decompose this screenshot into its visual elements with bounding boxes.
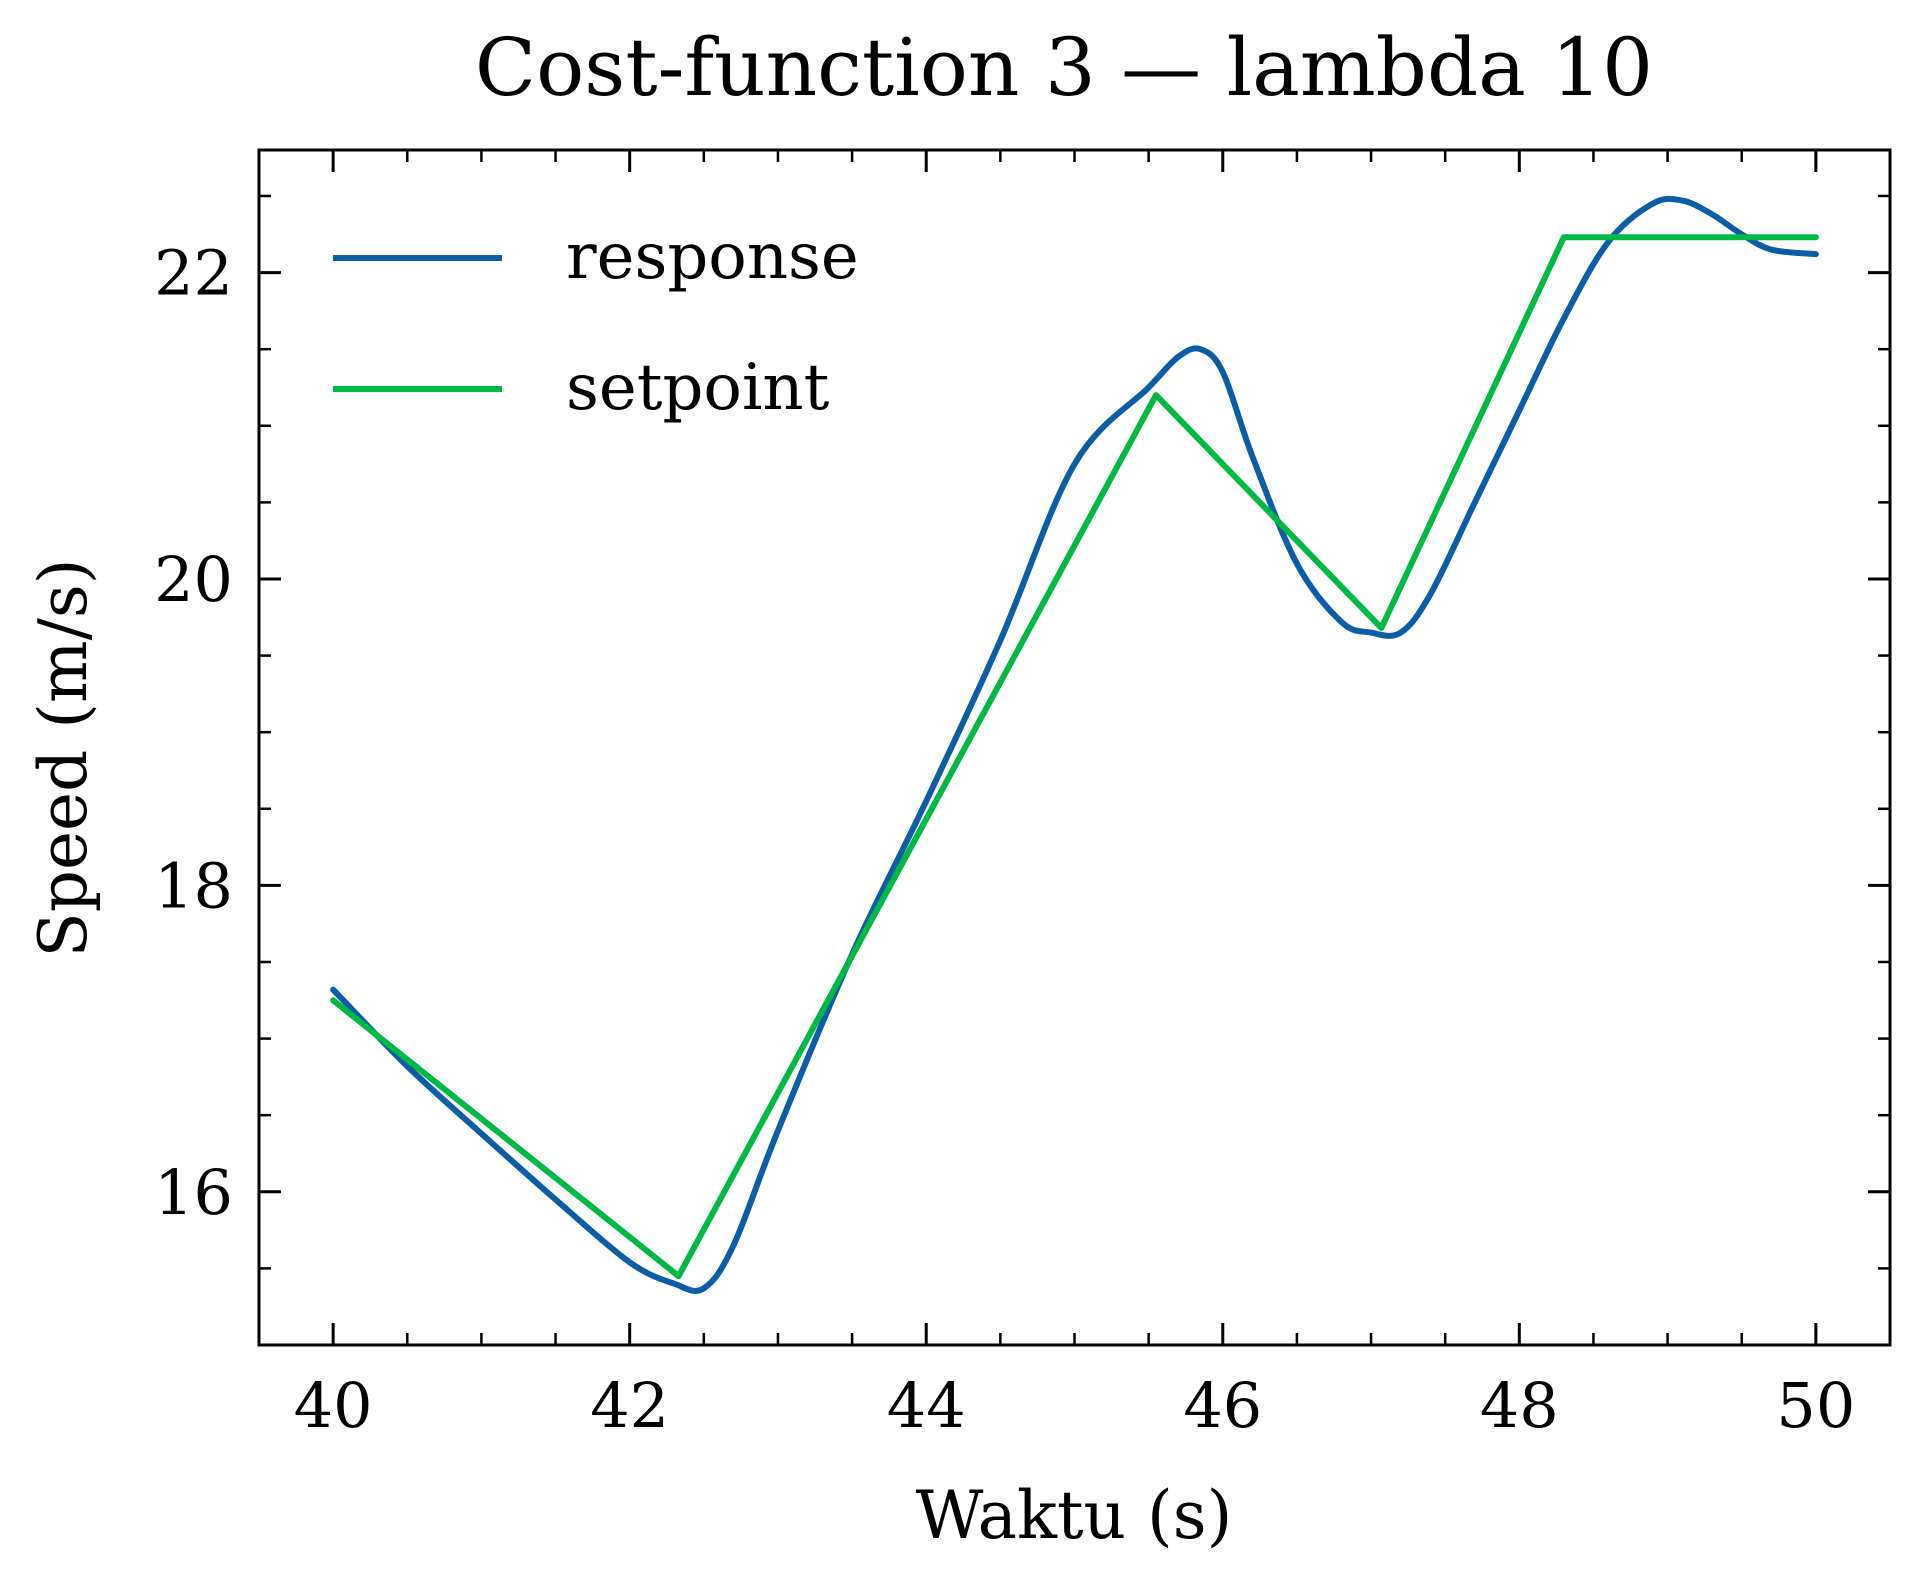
y-tick-label: 18 [154, 849, 233, 922]
plot-frame [257, 148, 1892, 1347]
series-line-response [330, 195, 1819, 1294]
x-tick-label: 44 [887, 1369, 966, 1442]
series-layer [330, 195, 1819, 1294]
x-tick-label: 50 [1776, 1369, 1855, 1442]
y-tick-label: 16 [154, 1156, 233, 1229]
x-axis-label: Waktu (s) [916, 1477, 1233, 1554]
x-tick-label: 46 [1183, 1369, 1262, 1442]
chart-title: Cost-function 3 — lambda 10 [475, 21, 1653, 114]
y-tick-label: 22 [154, 237, 233, 310]
x-tick-label: 42 [590, 1369, 669, 1442]
y-tick-label: 20 [154, 543, 233, 616]
legend-label-setpoint: setpoint [566, 351, 830, 425]
legend-label-response: response [566, 220, 859, 294]
x-tick-label: 40 [294, 1369, 373, 1442]
series-line-setpoint [330, 234, 1819, 1280]
x-tick-label: 48 [1480, 1369, 1559, 1442]
legend: response setpoint [333, 220, 859, 425]
ticks-layer: 40 42 44 46 48 50 16 18 20 22 [154, 150, 1892, 1442]
y-axis-label: Speed (m/s) [25, 559, 102, 958]
